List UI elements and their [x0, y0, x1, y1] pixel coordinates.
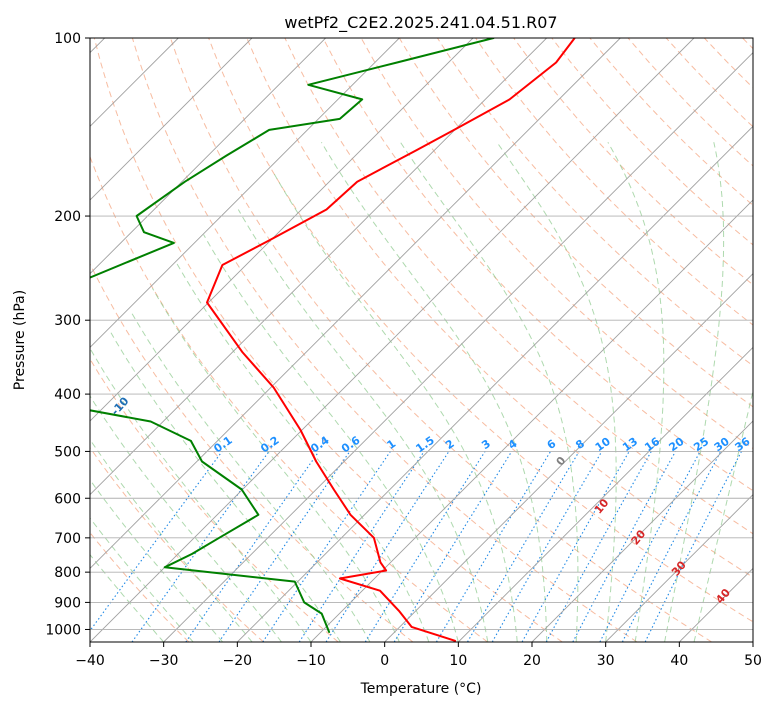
- dry-adiabats: [90, 38, 753, 642]
- dry-adiabat-line: [284, 38, 753, 535]
- moist-adiabat-line: [90, 553, 165, 642]
- x-tick-label: 20: [523, 653, 541, 669]
- x-tick-label: 10: [449, 653, 467, 669]
- dry-adiabat-line: [90, 446, 264, 642]
- plot-area: 0.10.20.40.611.52346810131620253036-100-…: [90, 38, 753, 642]
- dry-adiabat-line: [513, 38, 753, 286]
- isotherm-line: [90, 38, 253, 201]
- moist-adiabat-line: [237, 209, 489, 642]
- x-tick-label: 40: [670, 653, 688, 669]
- moist-adiabat-line: [90, 517, 194, 642]
- isotherm-line: [458, 346, 753, 642]
- y-tick-label: 300: [54, 313, 81, 329]
- isotherm-line: [237, 125, 753, 642]
- mixing-ratio-line: [218, 451, 351, 642]
- dry-adiabat-line: [475, 38, 753, 326]
- y-tick-label: 600: [54, 491, 81, 507]
- moist-adiabat-line: [110, 332, 341, 642]
- isotherms: [90, 38, 753, 642]
- moist-adiabat-line: [90, 348, 312, 642]
- isotherm-line: [90, 38, 326, 275]
- y-tick-label: 200: [54, 209, 81, 225]
- dry-adiabat-line: [208, 38, 753, 623]
- dry-adiabat-line: [93, 38, 563, 642]
- dry-adiabat-line: [322, 38, 753, 492]
- mixing-ratio-line: [393, 451, 513, 642]
- y-tick-label: 400: [54, 387, 81, 403]
- x-tick-label: 0: [380, 653, 389, 669]
- dry-adiabat-line: [170, 38, 712, 642]
- moist-adiabat-line: [273, 174, 518, 642]
- moist-adiabat-line: [90, 395, 282, 642]
- mixing-ratio-line: [262, 451, 391, 642]
- isotherm-line: [90, 38, 621, 569]
- dry-adiabat-line: [246, 38, 753, 578]
- x-tick-label: −40: [75, 653, 105, 669]
- isotherm-line: [90, 38, 547, 496]
- isotherm-line: [90, 38, 400, 348]
- y-tick-label: 500: [54, 444, 81, 460]
- mixing-ratio-line: [185, 451, 320, 642]
- dry-adiabat-line: [90, 262, 414, 642]
- x-tick-label: −30: [149, 653, 179, 669]
- y-tick-label: 800: [54, 565, 81, 581]
- isotherm-line: [163, 52, 753, 642]
- mixing-ratio-line: [644, 451, 742, 642]
- x-tick-label: −10: [296, 653, 326, 669]
- dewpoint-profile: [90, 38, 495, 633]
- mixing-ratio-line: [325, 451, 450, 642]
- y-axis-title: Pressure (hPa): [12, 290, 28, 390]
- y-tick-label: 900: [54, 595, 81, 611]
- isotherm-line: [605, 494, 753, 642]
- isotherm-line: [310, 199, 753, 642]
- mixing-ratio-line: [298, 451, 425, 642]
- x-tick-label: 30: [597, 653, 615, 669]
- mixing-ratio-line: [621, 451, 722, 642]
- dry-adiabat-line: [90, 358, 339, 642]
- chart-title: wetPf2_C2E2.2025.241.04.51.R07: [284, 13, 557, 33]
- mixing-ratio-line: [521, 451, 630, 642]
- plot-frame: [89, 37, 754, 643]
- isotherm-line: [531, 420, 753, 642]
- x-tick-label: 50: [744, 653, 762, 669]
- y-tick-label: 100: [54, 31, 81, 47]
- profile-series: [90, 38, 576, 642]
- moist-adiabat-line: [90, 479, 223, 642]
- temperature-profile: [206, 38, 576, 642]
- x-axis-ticks: −40 −30 −20 −10 0 10 20 30 40 50: [75, 642, 762, 669]
- y-axis-ticks: 100 200 300 400 500 600 700 800 900 1000: [45, 31, 90, 638]
- mixing-ratio-line: [572, 451, 676, 642]
- mixing-ratio-line: [90, 451, 223, 632]
- x-axis-title: Temperature (°C): [360, 681, 482, 697]
- isotherm-line: [384, 273, 753, 642]
- moist-adiabat-line: [130, 311, 371, 642]
- moist-adiabat-line: [203, 234, 459, 642]
- isotherm-line: [90, 38, 695, 642]
- mixing-ratio-line: [545, 451, 652, 642]
- isotherm-line: [90, 38, 474, 422]
- moist-adiabat-line: [176, 262, 430, 642]
- x-tick-label: −20: [223, 653, 253, 669]
- moist-adiabat-line: [152, 288, 400, 642]
- isobars: [90, 38, 753, 630]
- y-tick-label: 1000: [45, 622, 81, 638]
- y-tick-label: 700: [54, 531, 81, 547]
